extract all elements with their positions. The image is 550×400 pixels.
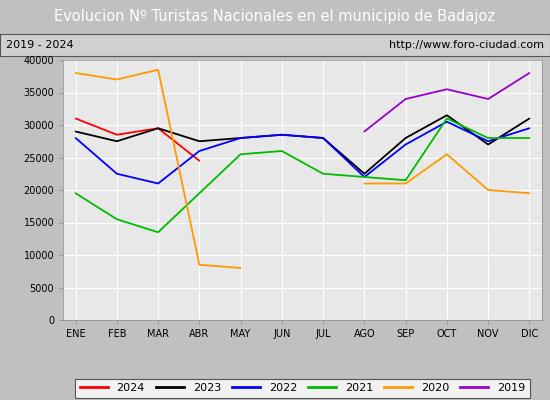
Text: Evolucion Nº Turistas Nacionales en el municipio de Badajoz: Evolucion Nº Turistas Nacionales en el m… xyxy=(54,10,496,24)
Text: http://www.foro-ciudad.com: http://www.foro-ciudad.com xyxy=(389,40,544,50)
Legend: 2024, 2023, 2022, 2021, 2020, 2019: 2024, 2023, 2022, 2021, 2020, 2019 xyxy=(75,379,530,398)
Text: 2019 - 2024: 2019 - 2024 xyxy=(6,40,73,50)
